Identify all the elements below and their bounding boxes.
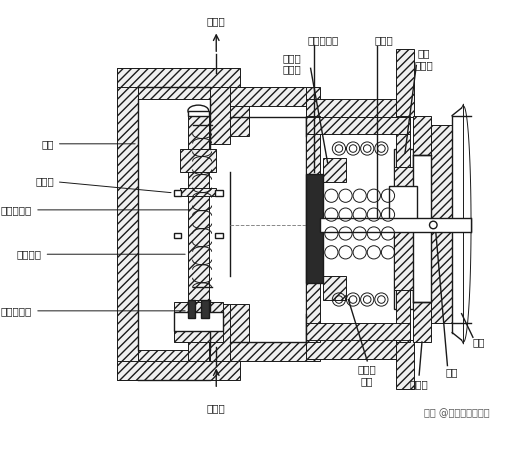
Bar	[320, 218, 471, 232]
Bar	[393, 149, 412, 309]
Bar	[174, 190, 181, 196]
Text: 进水门: 进水门	[207, 403, 226, 413]
Bar	[174, 312, 223, 330]
Bar	[230, 342, 306, 361]
Bar	[306, 174, 323, 282]
Bar	[396, 115, 410, 342]
Bar	[389, 186, 417, 200]
Bar	[117, 68, 240, 87]
Bar	[396, 340, 415, 389]
Text: 单向阀弹簧: 单向阀弹簧	[1, 205, 190, 215]
Bar	[323, 276, 346, 299]
Bar	[431, 125, 452, 323]
Bar	[389, 186, 417, 229]
Bar	[174, 302, 223, 314]
Bar	[306, 87, 320, 125]
Bar	[306, 117, 410, 134]
Text: 安全阀
胶垫座: 安全阀 胶垫座	[282, 53, 301, 75]
Bar	[138, 349, 210, 361]
Bar	[174, 330, 223, 342]
Bar	[412, 155, 431, 302]
Text: 安全阀胶垫: 安全阀胶垫	[307, 35, 339, 45]
Bar	[306, 115, 320, 342]
Bar	[138, 87, 210, 98]
Text: 泵体: 泵体	[42, 139, 135, 149]
Bar	[210, 304, 230, 361]
Bar	[389, 215, 417, 229]
Bar	[181, 149, 216, 172]
Bar	[230, 304, 249, 361]
Ellipse shape	[188, 105, 209, 116]
Bar	[215, 190, 223, 196]
Bar	[393, 167, 412, 290]
Text: 铆钉: 铆钉	[446, 367, 459, 377]
Bar	[306, 323, 410, 340]
Bar	[188, 111, 209, 299]
Text: 插把: 插把	[472, 337, 485, 347]
Bar	[210, 87, 230, 144]
Bar	[412, 115, 431, 155]
Bar	[323, 158, 346, 181]
Text: 密封盖: 密封盖	[410, 379, 428, 389]
Bar	[306, 115, 415, 342]
Bar	[412, 302, 431, 342]
Text: 单向阀胶圈: 单向阀胶圈	[1, 306, 185, 316]
Bar	[188, 299, 195, 318]
Bar	[230, 87, 306, 106]
Bar	[306, 340, 415, 359]
Bar	[215, 233, 223, 238]
Bar	[396, 49, 415, 117]
Text: 手动杆: 手动杆	[375, 35, 393, 45]
Bar	[230, 87, 249, 136]
Text: 单向阀芯: 单向阀芯	[16, 249, 185, 259]
Text: 压力
调节盘: 压力 调节盘	[415, 48, 433, 70]
Bar	[174, 233, 181, 238]
Text: 安全阀
弹簧: 安全阀 弹簧	[358, 364, 377, 386]
Bar	[201, 299, 209, 318]
Bar	[393, 167, 412, 290]
Bar	[181, 188, 216, 196]
Text: 头条 @电子工程师小李: 头条 @电子工程师小李	[424, 408, 490, 418]
Bar	[188, 299, 209, 361]
Bar	[117, 68, 138, 380]
Bar	[117, 361, 240, 380]
Text: 定位片: 定位片	[35, 176, 171, 193]
Text: 出水门: 出水门	[207, 16, 226, 26]
Bar	[306, 98, 415, 117]
Bar	[188, 111, 209, 116]
Bar	[306, 321, 320, 361]
